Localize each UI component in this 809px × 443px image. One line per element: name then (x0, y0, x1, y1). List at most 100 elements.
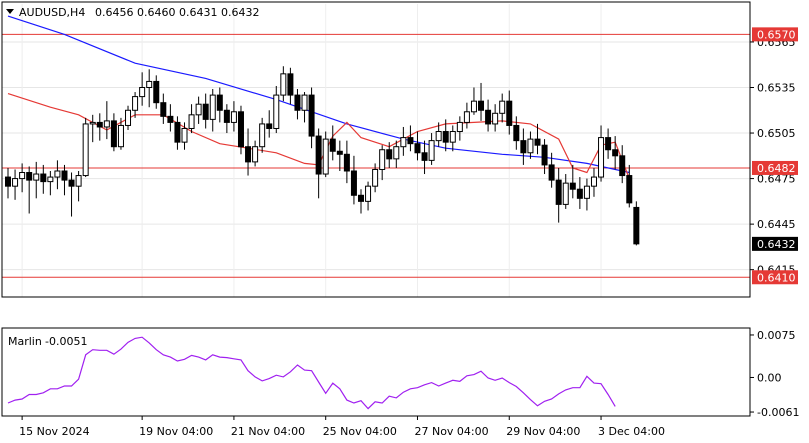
candle-bull (449, 131, 456, 143)
candle-bull (117, 124, 124, 148)
candle-bull (19, 172, 26, 180)
candle-bull (33, 173, 40, 181)
candle-bear (513, 124, 520, 142)
candle-bull (428, 140, 435, 161)
candle-bull (456, 121, 463, 133)
level-label-bg (752, 270, 798, 285)
candle-bear (612, 149, 619, 157)
current-price-label: 0.6432 (757, 238, 796, 251)
level-label-bg (752, 27, 798, 42)
candle-bull (400, 137, 407, 148)
level-label: 0.6410 (757, 271, 796, 284)
candle-bear (350, 170, 357, 196)
oscillator-panel (7, 336, 616, 410)
candle-bull (590, 176, 597, 187)
time-tick-label: 15 Nov 2024 (19, 425, 89, 438)
candle-bear (160, 102, 167, 117)
candle-bear (541, 144, 548, 166)
candle-bear (26, 172, 33, 181)
candle-bear (569, 182, 576, 190)
candle-bull (322, 138, 329, 175)
candle-bull (146, 80, 153, 88)
level-price-labels: 0.6570 0.6482 0.6410 0.6432 (752, 27, 798, 285)
candle-bull (252, 146, 259, 163)
candle-bear (506, 100, 513, 126)
candle-bear (216, 94, 223, 111)
candle-bear (40, 173, 47, 183)
candle-bear (308, 94, 315, 137)
candle-bear (153, 80, 160, 104)
candle-bull (273, 94, 280, 129)
oscillator-header: Marlin -0.0051 (8, 335, 87, 348)
candle-bull (393, 146, 400, 160)
candle-bull (492, 112, 499, 125)
candle-bear (520, 140, 527, 154)
moving-average-line (7, 93, 630, 179)
time-tick-label: 29 Nov 04:00 (506, 425, 580, 438)
candle-bear (336, 150, 343, 155)
ohlc-open: 0.6456 (95, 6, 134, 19)
candle-bear (266, 123, 273, 129)
oscillator-line (7, 336, 616, 410)
price-panel-frame (1, 1, 751, 298)
candle-bull (103, 120, 110, 128)
candle-bear (68, 179, 75, 187)
oscillator-axis: 0.0075 0.00 -0.0061 (750, 329, 799, 419)
candle-bear (421, 152, 428, 161)
candle-bear (485, 109, 492, 125)
candle-bull (470, 100, 477, 113)
candle-bull (527, 138, 534, 154)
candle-bull (195, 103, 202, 116)
level-label: 0.6482 (757, 162, 796, 175)
candle-bear (633, 206, 640, 245)
candle-bear (576, 188, 583, 199)
candle-bull (132, 96, 139, 111)
candle-bear (5, 176, 11, 187)
candle-bear (605, 137, 612, 151)
price-tick-label: 0.6475 (757, 173, 796, 186)
time-tick-label: 19 Nov 04:00 (139, 425, 213, 438)
oscillator-name: Marlin (8, 335, 42, 348)
oscillator-value: -0.0051 (45, 335, 87, 348)
candle-bear (110, 120, 117, 148)
candle-bull (230, 111, 237, 123)
candle-bull (75, 175, 82, 187)
ohlc-low: 0.6431 (179, 6, 218, 19)
candle-bear (626, 175, 633, 204)
price-tick-label: 0.6535 (757, 81, 796, 94)
time-axis: 15 Nov 2024 19 Nov 04:00 21 Nov 04:00 25 No… (19, 416, 665, 438)
oscillator-tick-label: 0.0075 (757, 329, 796, 342)
candle-bear (343, 153, 350, 172)
ohlc-high: 0.6460 (137, 6, 176, 19)
candlesticks (5, 66, 640, 246)
candle-bull (12, 178, 19, 187)
candle-bull (463, 111, 470, 123)
price-tick-label: 0.6505 (757, 127, 796, 140)
candle-bull (280, 73, 287, 96)
candle-bear (223, 109, 230, 123)
candle-bear (414, 143, 421, 154)
level-label: 0.6570 (757, 28, 796, 41)
candle-bull (125, 109, 132, 126)
price-panel (2, 4, 750, 297)
symbol-menu-triangle-icon[interactable] (6, 9, 14, 14)
candle-bear (329, 138, 336, 152)
candle-bull (365, 185, 372, 202)
candle-bull (47, 176, 54, 183)
candle-bear (407, 137, 414, 145)
candle-bull (562, 182, 569, 205)
time-tick-label: 27 Nov 04:00 (414, 425, 488, 438)
time-tick-label: 3 Dec 04:00 (598, 425, 665, 438)
candle-bear (174, 121, 181, 143)
current-price-label-bg (752, 236, 798, 251)
candle-bear (294, 94, 301, 111)
candle-bear (442, 131, 449, 143)
candle-bear (386, 149, 393, 160)
candle-bull (181, 127, 188, 143)
candle-bear (167, 115, 174, 123)
candle-bull (598, 137, 605, 178)
candle-bear (202, 103, 209, 120)
ohlc-close: 0.6432 (221, 6, 260, 19)
time-tick-label: 25 Nov 04:00 (323, 425, 397, 438)
